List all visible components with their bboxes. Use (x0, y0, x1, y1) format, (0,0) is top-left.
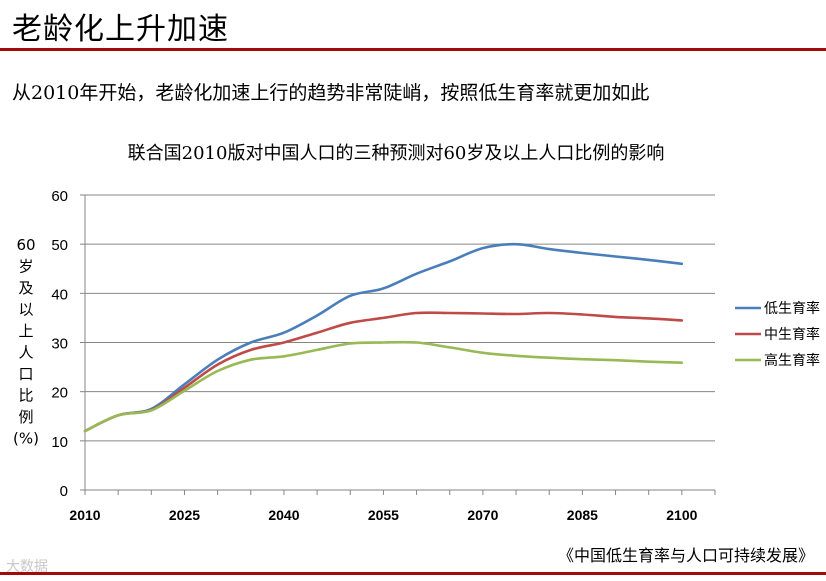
y-axis-title-char: 岁 (18, 258, 33, 276)
y-axis-title-char: 60 (16, 236, 35, 254)
chart-axes (80, 194, 716, 495)
slide-title: 老龄化上升加速 (12, 12, 229, 47)
y-axis-title-char: 口 (18, 365, 33, 383)
chart-series (83, 242, 684, 433)
chart-grid (85, 194, 715, 442)
y-axis-title-char: 以 (18, 301, 33, 319)
x-tick-label: 2010 (69, 507, 100, 523)
slide-subtitle: 从2010年开始，老龄化加速上行的趋势非常陡峭，按照低生育率就更加如此 (12, 82, 650, 104)
y-tick-label: 10 (51, 434, 68, 451)
x-tick-label: 2025 (169, 507, 200, 523)
y-tick-label: 60 (51, 188, 68, 205)
y-tick-label: 0 (60, 483, 68, 500)
y-axis-title-char: 及 (18, 279, 33, 297)
x-tick-label: 2085 (567, 507, 598, 523)
y-tick-label: 20 (51, 385, 68, 402)
series-line-1 (83, 242, 684, 433)
title-rule (0, 48, 826, 51)
y-axis-title-char: 人 (18, 344, 33, 362)
y-axis-title-char: 例 (18, 408, 33, 426)
source-citation: 《中国低生育率与人口可持续发展》 (557, 546, 814, 565)
x-tick-label: 2040 (268, 507, 299, 523)
y-axis-title-char: 比 (18, 387, 33, 405)
x-tick-label: 2055 (368, 507, 399, 523)
bottom-rule (0, 572, 826, 575)
legend-label-3: 高生育率 (764, 352, 820, 369)
y-axis-title-char: 上 (18, 322, 33, 340)
y-tick-labels: 0 10 20 30 40 50 60 (51, 188, 68, 500)
legend-label-1: 低生育率 (764, 300, 820, 317)
y-tick-label: 40 (51, 286, 68, 303)
y-tick-label: 50 (51, 237, 68, 254)
x-tick-labels: 2010 2025 2040 2055 2070 2085 2100 (69, 507, 697, 523)
chart-title: 联合国2010版对中国人口的三种预测对60岁及以上人口比例的影响 (128, 143, 665, 164)
y-tick-label: 30 (51, 336, 68, 353)
legend-label-2: 中生育率 (764, 326, 820, 343)
watermark: 大数据 (6, 559, 48, 575)
x-tick-label: 2100 (666, 507, 697, 523)
series-line-3 (83, 340, 684, 433)
x-tick-label: 2070 (467, 507, 498, 523)
y-axis-title: 60 岁及以上人口比例 (%) (13, 236, 39, 448)
y-axis-title-char: (%) (13, 430, 39, 448)
series-line-2 (83, 311, 684, 433)
